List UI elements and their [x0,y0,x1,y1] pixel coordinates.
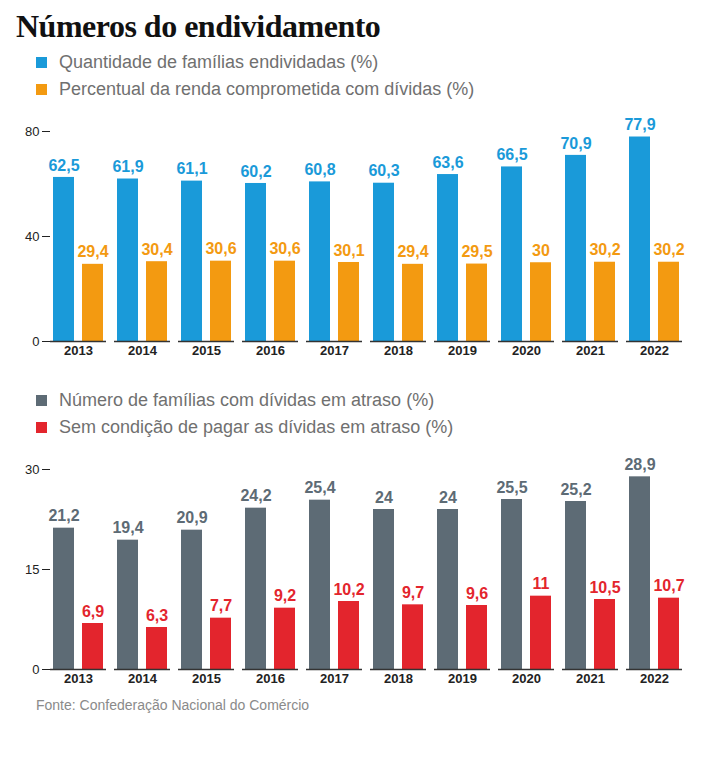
svg-text:2018: 2018 [384,343,413,358]
svg-text:29,4: 29,4 [77,243,108,260]
svg-text:30,4: 30,4 [141,241,172,258]
svg-text:60,3: 60,3 [368,162,399,179]
svg-text:25,5: 25,5 [496,479,527,496]
html-text:Sem condição de pagar as dívid: Sem condição de pagar as dívidas em atra… [59,417,454,437]
svg-text:6,9: 6,9 [82,603,104,620]
svg-text:70,9: 70,9 [560,135,591,152]
svg-text:25,2: 25,2 [560,481,591,498]
svg-text:30,6: 30,6 [269,240,300,257]
html-text:Números do endividamento: Números do endividamento [16,8,381,44]
svg-text:10,2: 10,2 [333,581,364,598]
svg-text:6,3: 6,3 [146,607,168,624]
svg-text:2020: 2020 [512,343,541,358]
svg-text:2021: 2021 [576,671,605,686]
svg-text:2017: 2017 [320,671,349,686]
svg-text:2013: 2013 [64,343,93,358]
svg-text:80: 80 [25,124,39,139]
svg-text:28,9: 28,9 [624,456,655,473]
svg-text:60,8: 60,8 [304,161,335,178]
svg-text:24: 24 [439,489,457,506]
svg-text:2020: 2020 [512,671,541,686]
svg-text:61,1: 61,1 [176,160,207,177]
svg-text:2014: 2014 [128,343,158,358]
svg-text:2016: 2016 [256,671,285,686]
svg-text:21,2: 21,2 [48,507,79,524]
svg-text:10,7: 10,7 [653,577,684,594]
svg-text:2019: 2019 [448,343,477,358]
svg-text:2015: 2015 [192,343,221,358]
svg-text:62,5: 62,5 [48,157,79,174]
svg-text:2015: 2015 [192,671,221,686]
svg-text:30,2: 30,2 [653,241,684,258]
svg-text:19,4: 19,4 [112,519,143,536]
svg-text:77,9: 77,9 [624,116,655,133]
svg-text:2016: 2016 [256,343,285,358]
svg-text:30,1: 30,1 [333,242,364,259]
html-text:Número de famílias com dívidas: Número de famílias com dívidas em atraso… [59,390,435,410]
svg-text:10,5: 10,5 [589,579,620,596]
svg-text:2013: 2013 [64,671,93,686]
svg-text:2019: 2019 [448,671,477,686]
svg-text:30,2: 30,2 [589,241,620,258]
svg-text:24,2: 24,2 [240,487,271,504]
svg-text:9,2: 9,2 [274,587,296,604]
svg-text:29,5: 29,5 [461,243,492,260]
svg-text:25,4: 25,4 [304,479,335,496]
html-text:Fonte: Confederação Nacional d: Fonte: Confederação Nacional do Comércio [36,697,310,713]
svg-text:2018: 2018 [384,671,413,686]
svg-text:11: 11 [533,575,550,592]
svg-text:2017: 2017 [320,343,349,358]
svg-text:2022: 2022 [640,343,669,358]
svg-text:30: 30 [532,242,550,259]
html-text:Quantidade de famílias endivid: Quantidade de famílias endividadas (%) [59,52,379,72]
svg-text:66,5: 66,5 [496,146,527,163]
svg-text:2022: 2022 [640,671,669,686]
svg-text:60,2: 60,2 [240,163,271,180]
svg-text:9,7: 9,7 [402,584,424,601]
svg-text:24: 24 [375,489,393,506]
svg-text:0: 0 [32,662,39,677]
svg-text:63,6: 63,6 [432,154,463,171]
svg-text:30: 30 [25,462,39,477]
svg-text:2021: 2021 [576,343,605,358]
svg-text:30,6: 30,6 [205,240,236,257]
html-text:Percentual da renda comprometi: Percentual da renda comprometida com dív… [59,79,475,99]
svg-text:0: 0 [32,334,39,349]
svg-text:29,4: 29,4 [397,243,428,260]
svg-text:61,9: 61,9 [112,158,143,175]
svg-text:20,9: 20,9 [176,509,207,526]
svg-text:7,7: 7,7 [210,597,232,614]
svg-text:9,6: 9,6 [466,585,488,602]
svg-text:2014: 2014 [128,671,158,686]
svg-text:40: 40 [25,229,39,244]
svg-text:15: 15 [25,562,39,577]
